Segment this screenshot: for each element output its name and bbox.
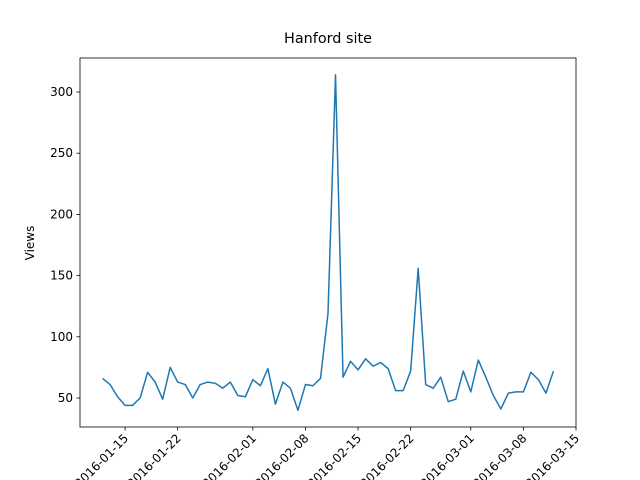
plot-frame — [79, 57, 577, 428]
y-axis-label: Views — [23, 226, 37, 261]
y-tick-label: 50 — [58, 391, 73, 405]
y-tick-label: 250 — [50, 146, 73, 160]
x-tick-label: 2016-03-15 — [523, 431, 582, 480]
x-tick-label: 2016-03-08 — [470, 431, 529, 480]
y-tick-label: 100 — [50, 330, 73, 344]
y-tick-label: 200 — [50, 207, 73, 221]
y-tick-label: 300 — [50, 85, 73, 99]
chart-title: Hanford site — [284, 31, 372, 47]
line-series — [102, 74, 555, 411]
x-tick-label: 2016-03-01 — [418, 431, 477, 480]
y-tick-label: 150 — [50, 269, 73, 283]
x-tick-label: 2016-01-15 — [72, 431, 131, 480]
x-tick-label: 2016-02-22 — [358, 431, 417, 480]
x-tick-label: 2016-02-08 — [252, 431, 311, 480]
x-tick-label: 2016-02-15 — [305, 431, 364, 480]
x-tick-label: 2016-02-01 — [200, 431, 259, 480]
x-tick-label: 2016-01-22 — [125, 431, 184, 480]
